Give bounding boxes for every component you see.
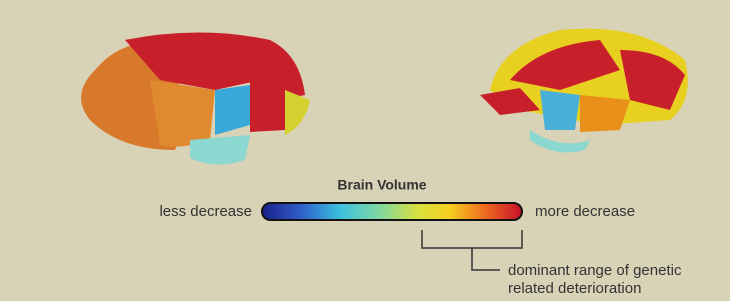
page: {"title": "Brain Volume", "scale": {"low… (0, 0, 730, 301)
scale-low-label: less decrease (159, 203, 252, 220)
scale-high-label: more decrease (535, 203, 635, 220)
bracket (422, 230, 522, 270)
brain-lateral (81, 33, 310, 165)
brain-medial (480, 29, 688, 153)
figure: Brain Volume less decrease more decrease… (0, 0, 730, 301)
scale-title: Brain Volume (337, 177, 426, 193)
annotation-line1: dominant range of genetic (508, 262, 682, 279)
color-bar (262, 203, 522, 220)
annotation-line2: related deterioration (508, 280, 641, 297)
